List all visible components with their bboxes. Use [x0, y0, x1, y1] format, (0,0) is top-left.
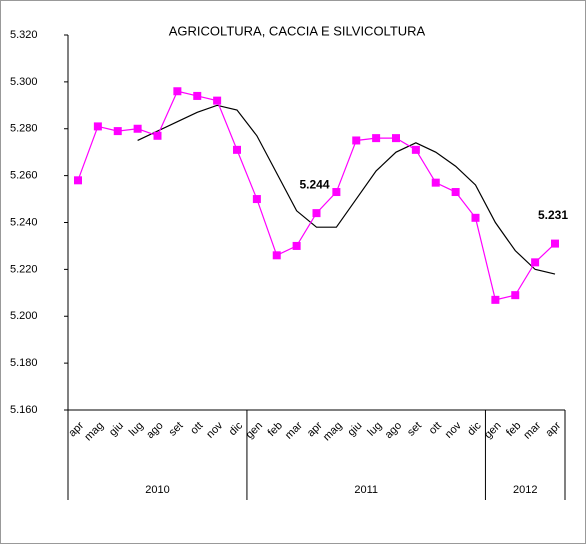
y-tick-label: 5.300: [10, 76, 38, 88]
point: [312, 209, 321, 218]
point: [551, 239, 559, 248]
y-tick-label: 5.320: [10, 29, 38, 41]
point: [93, 122, 102, 131]
year-label: 2012: [513, 484, 537, 496]
point: [471, 213, 480, 222]
point: [392, 134, 400, 143]
point: [332, 188, 341, 197]
point: [372, 134, 381, 143]
y-tick-label: 5.280: [10, 123, 38, 135]
point: [113, 127, 122, 136]
point: [431, 178, 440, 187]
point: [531, 258, 540, 267]
point: [511, 291, 520, 300]
chart-title: AGRICOLTURA, CACCIA E SILVICOLTURA: [169, 23, 426, 38]
value-label: 5.244: [299, 177, 329, 191]
point: [352, 136, 361, 145]
y-tick-label: 5.180: [10, 357, 38, 369]
point: [173, 87, 182, 96]
point: [233, 145, 241, 154]
series-line: [137, 104, 556, 275]
year-label: 2011: [354, 484, 378, 496]
point: [292, 241, 301, 250]
point: [491, 295, 500, 304]
y-tick-label: 5.260: [10, 170, 38, 182]
point: [213, 96, 222, 105]
y-tick-label: 5.220: [10, 263, 38, 275]
point: [153, 131, 162, 140]
point: [451, 188, 460, 197]
value-label: 5.231: [538, 208, 568, 222]
point: [411, 145, 420, 154]
y-tick-label: 5.240: [10, 216, 38, 228]
y-tick-label: 5.160: [10, 404, 38, 416]
year-label: 2010: [145, 484, 169, 496]
y-tick-label: 5.200: [10, 310, 38, 322]
point: [133, 124, 142, 133]
point: [74, 176, 82, 185]
point: [252, 195, 261, 204]
point: [272, 251, 281, 260]
point: [193, 91, 202, 100]
